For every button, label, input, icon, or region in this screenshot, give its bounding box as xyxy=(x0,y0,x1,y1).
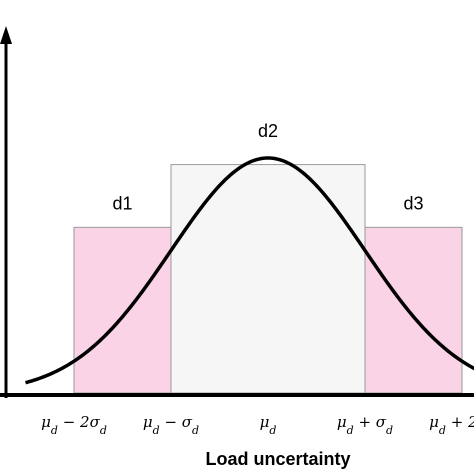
region-d2 xyxy=(170,164,366,394)
normal-curve xyxy=(25,156,474,385)
x-axis-label: Load uncertainty xyxy=(205,449,350,469)
y-axis-arrow xyxy=(0,26,12,44)
x-tick-label: μd xyxy=(260,413,277,437)
x-tick-label: μd − 2σd xyxy=(41,413,107,437)
region-d3 xyxy=(364,226,463,394)
region-d1 xyxy=(73,226,172,394)
x-tick-label: μd − σd xyxy=(143,413,199,437)
x-tick-label: μd + 2σd xyxy=(429,413,474,437)
curve-layer xyxy=(25,156,474,385)
region-label-d2: d2 xyxy=(258,121,278,141)
region-label-d3: d3 xyxy=(403,193,423,213)
x-tick-label: μd + σd xyxy=(337,413,393,437)
x-tick-labels: μd − 2σd μd − σd μd μd + σd μd + 2σd xyxy=(41,413,474,437)
region-label-d1: d1 xyxy=(112,193,132,213)
region-labels: d1 d2 d3 xyxy=(112,121,423,213)
